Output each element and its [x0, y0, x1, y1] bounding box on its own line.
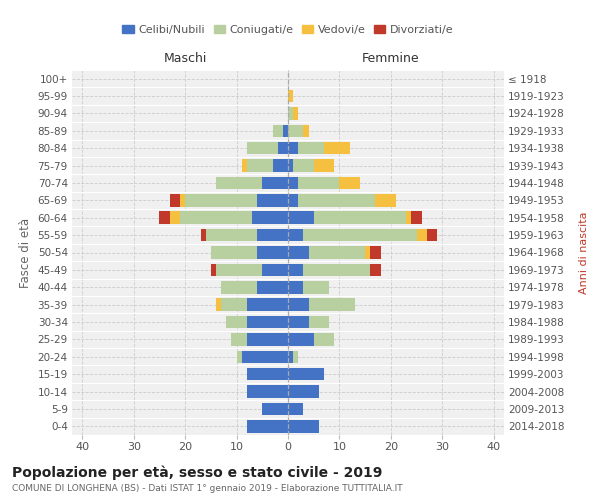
Bar [288, 176, 298, 189]
Bar [185, 194, 257, 206]
Bar [288, 246, 308, 259]
Bar [257, 246, 288, 259]
Bar [262, 402, 288, 415]
Bar [211, 246, 257, 259]
Bar [314, 160, 334, 172]
Bar [304, 264, 370, 276]
Bar [221, 281, 257, 293]
Bar [242, 160, 247, 172]
Bar [288, 386, 319, 398]
Bar [427, 229, 437, 241]
Bar [278, 142, 288, 154]
Bar [288, 194, 298, 206]
Bar [288, 368, 324, 380]
Bar [232, 333, 247, 345]
Bar [340, 176, 360, 189]
Bar [314, 333, 334, 345]
Legend: Celibi/Nubili, Coniugati/e, Vedovi/e, Divorziati/e: Celibi/Nubili, Coniugati/e, Vedovi/e, Di… [118, 21, 458, 40]
Bar [293, 350, 298, 363]
Bar [412, 212, 422, 224]
Bar [170, 212, 180, 224]
Bar [370, 246, 380, 259]
Bar [288, 350, 293, 363]
Bar [288, 333, 314, 345]
Bar [288, 212, 314, 224]
Bar [236, 350, 242, 363]
Text: COMUNE DI LONGHENA (BS) - Dati ISTAT 1° gennaio 2019 - Elaborazione TUTTITALIA.I: COMUNE DI LONGHENA (BS) - Dati ISTAT 1° … [12, 484, 403, 493]
Bar [288, 298, 308, 311]
Bar [293, 107, 298, 120]
Bar [288, 90, 293, 102]
Bar [252, 212, 288, 224]
Bar [247, 160, 272, 172]
Text: Femmine: Femmine [362, 52, 419, 65]
Bar [288, 402, 304, 415]
Bar [247, 333, 288, 345]
Bar [216, 298, 221, 311]
Bar [226, 316, 247, 328]
Bar [170, 194, 180, 206]
Bar [247, 368, 288, 380]
Bar [406, 212, 412, 224]
Bar [370, 264, 380, 276]
Bar [288, 281, 304, 293]
Bar [288, 124, 304, 137]
Bar [200, 229, 206, 241]
Bar [308, 298, 355, 311]
Bar [288, 229, 304, 241]
Text: Popolazione per età, sesso e stato civile - 2019: Popolazione per età, sesso e stato civil… [12, 466, 382, 480]
Bar [288, 107, 293, 120]
Bar [288, 420, 319, 432]
Bar [216, 176, 262, 189]
Bar [262, 264, 288, 276]
Bar [365, 246, 370, 259]
Bar [272, 124, 283, 137]
Y-axis label: Anni di nascita: Anni di nascita [579, 211, 589, 294]
Bar [283, 124, 288, 137]
Bar [416, 229, 427, 241]
Bar [298, 176, 340, 189]
Bar [288, 142, 298, 154]
Bar [376, 194, 396, 206]
Bar [272, 160, 288, 172]
Bar [314, 212, 406, 224]
Y-axis label: Fasce di età: Fasce di età [19, 218, 32, 288]
Bar [298, 142, 324, 154]
Bar [298, 194, 376, 206]
Bar [247, 298, 288, 311]
Bar [304, 281, 329, 293]
Bar [216, 264, 262, 276]
Bar [247, 142, 278, 154]
Bar [288, 160, 293, 172]
Bar [180, 194, 185, 206]
Bar [308, 246, 365, 259]
Bar [257, 194, 288, 206]
Bar [160, 212, 170, 224]
Text: Maschi: Maschi [163, 52, 207, 65]
Bar [308, 316, 329, 328]
Bar [221, 298, 247, 311]
Bar [288, 316, 308, 328]
Bar [304, 229, 416, 241]
Bar [288, 264, 304, 276]
Bar [206, 229, 257, 241]
Bar [211, 264, 216, 276]
Bar [257, 281, 288, 293]
Bar [324, 142, 350, 154]
Bar [180, 212, 252, 224]
Bar [257, 229, 288, 241]
Bar [293, 160, 314, 172]
Bar [304, 124, 308, 137]
Bar [247, 386, 288, 398]
Bar [247, 420, 288, 432]
Bar [247, 316, 288, 328]
Bar [242, 350, 288, 363]
Bar [262, 176, 288, 189]
